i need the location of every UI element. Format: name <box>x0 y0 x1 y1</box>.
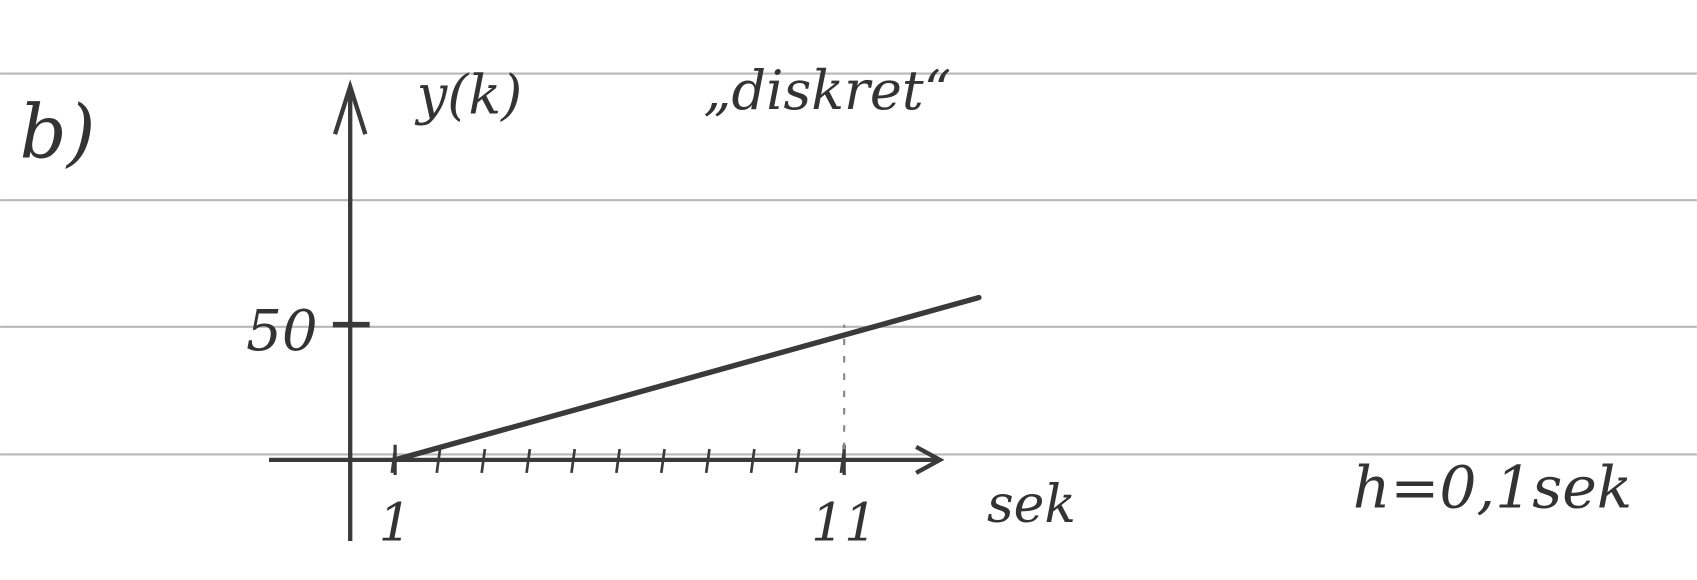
x-tick-label: 11 <box>811 493 877 553</box>
x-axis-arrow <box>915 445 945 475</box>
minor-tick <box>749 448 756 474</box>
minor-tick <box>570 448 577 474</box>
annotation: h=0,1sek <box>1353 453 1632 521</box>
minor-tick <box>659 448 666 474</box>
minor-tick <box>525 448 532 474</box>
minor-tick <box>794 448 801 474</box>
minor-tick <box>480 448 487 474</box>
ruled-lines <box>0 72 1697 456</box>
minor-tick <box>615 448 621 474</box>
y-axis-arrow <box>332 79 368 135</box>
minor-tick <box>704 448 711 474</box>
chart-title: „diskret“ <box>704 59 952 122</box>
y-axis-label: y(k) <box>415 64 523 127</box>
panel-label: b) <box>20 91 96 176</box>
x-tick-label: 1 <box>379 493 412 553</box>
y-tick-label: 50 <box>246 299 318 364</box>
x-axis-label: sek <box>987 475 1076 535</box>
minor-tick <box>435 448 442 474</box>
line <box>392 294 982 463</box>
